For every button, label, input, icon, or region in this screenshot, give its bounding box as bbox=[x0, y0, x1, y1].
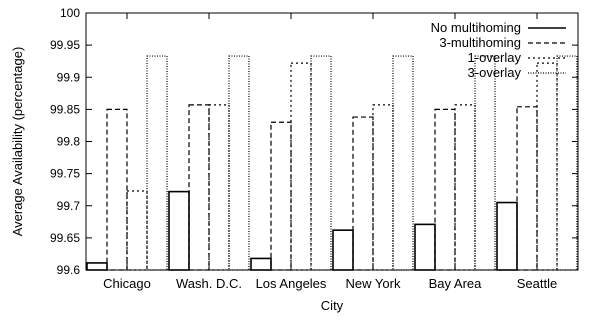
y-tick-label-1: 99.65 bbox=[50, 231, 80, 245]
x-tick-label-2: Los Angeles bbox=[256, 276, 327, 291]
bar-2-1 bbox=[208, 104, 230, 271]
legend-label-3: 3-overlay bbox=[468, 65, 522, 80]
x-tick-label-3: New York bbox=[346, 276, 401, 291]
y-tick-label-4: 99.8 bbox=[57, 135, 81, 149]
x-tick-label-0: Chicago bbox=[103, 276, 151, 291]
y-tick-label-0: 99.6 bbox=[57, 263, 81, 277]
bar-2-5 bbox=[536, 62, 558, 271]
bar-1-3 bbox=[352, 116, 374, 271]
legend-label-1: 3-multihoming bbox=[439, 35, 521, 50]
bar-3-2 bbox=[310, 55, 332, 271]
y-tick-labels: 99.6 99.65 99.7 99.75 99.8 99.85 99.9 99.95 100 bbox=[50, 6, 80, 277]
bar-3-3 bbox=[392, 55, 414, 271]
y-tick-label-6: 99.9 bbox=[57, 70, 81, 84]
bar-3-0 bbox=[146, 55, 168, 271]
y-tick-label-8: 100 bbox=[60, 6, 80, 20]
legend-label-2: 1-overlay bbox=[468, 50, 522, 65]
y-tick-label-3: 99.75 bbox=[50, 167, 80, 181]
y-tick-label-5: 99.85 bbox=[50, 102, 80, 116]
bar-3-5 bbox=[556, 55, 578, 271]
bar-3-4 bbox=[474, 55, 496, 271]
bar-1-1 bbox=[188, 104, 210, 271]
bar-2-4 bbox=[454, 104, 476, 271]
x-tick-label-5: Seattle bbox=[517, 276, 557, 291]
bar-0-0 bbox=[86, 262, 108, 271]
bar-0-2 bbox=[250, 257, 272, 271]
x-tick-label-1: Wash. D.C. bbox=[176, 276, 242, 291]
bar-1-5 bbox=[516, 106, 538, 271]
bar-2-0 bbox=[126, 190, 148, 271]
bars-layer bbox=[86, 55, 578, 271]
y-tick-label-7: 99.95 bbox=[50, 38, 80, 52]
legend: No multihoming3-multihoming1-overlay3-ov… bbox=[431, 20, 566, 80]
bar-0-5 bbox=[496, 201, 518, 271]
x-axis-label: City bbox=[321, 298, 344, 313]
bar-1-2 bbox=[270, 121, 292, 271]
bar-2-3 bbox=[372, 104, 394, 271]
y-axis-label: Average Availability (percentage) bbox=[10, 47, 25, 237]
bar-1-0 bbox=[106, 108, 128, 271]
x-tick-labels: Chicago Wash. D.C. Los Angeles New York Bay … bbox=[103, 276, 557, 291]
bar-1-4 bbox=[434, 108, 456, 271]
bar-3-1 bbox=[228, 55, 250, 271]
bar-0-4 bbox=[414, 223, 436, 271]
y-tick-label-2: 99.7 bbox=[57, 199, 81, 213]
bar-0-3 bbox=[332, 229, 354, 271]
bar-0-1 bbox=[168, 190, 190, 271]
x-tick-label-4: Bay Area bbox=[429, 276, 483, 291]
bar-2-2 bbox=[290, 62, 312, 271]
legend-label-0: No multihoming bbox=[431, 20, 521, 35]
plot-area-frame bbox=[85, 12, 579, 271]
